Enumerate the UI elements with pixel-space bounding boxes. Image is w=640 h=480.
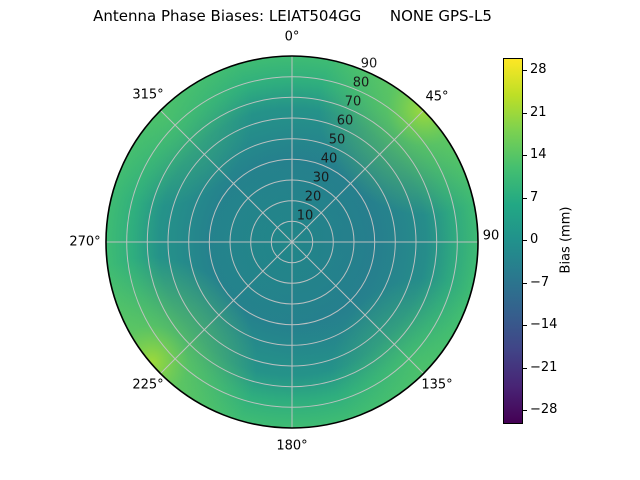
polar-spine bbox=[105, 55, 479, 429]
colorbar-tick-mark bbox=[523, 155, 527, 157]
colorbar-tick-mark bbox=[523, 325, 527, 327]
colorbar-tick-0: 0 bbox=[530, 232, 539, 248]
colorbar-tick-mark bbox=[523, 240, 527, 242]
page-title: Antenna Phase Biases: LEIAT504GG NONE GP… bbox=[93, 7, 492, 25]
colorbar-tick-mark bbox=[523, 70, 527, 72]
angle-label-315: 315° bbox=[132, 87, 164, 103]
colorbar-tick-m28: −28 bbox=[530, 402, 558, 418]
colorbar-tick-mark bbox=[523, 198, 527, 200]
colorbar-tick-mark bbox=[523, 368, 527, 370]
angle-label-270: 270° bbox=[69, 234, 101, 250]
colorbar-tick-m21: −21 bbox=[530, 360, 558, 376]
radial-label-10: 10 bbox=[296, 208, 314, 224]
radial-label-60: 60 bbox=[336, 113, 354, 129]
angle-label-90: 90 bbox=[482, 228, 500, 244]
colorbar-axis-label: Bias (mm) bbox=[558, 206, 574, 274]
radial-label-70: 70 bbox=[344, 94, 362, 110]
angle-label-180: 180° bbox=[276, 438, 308, 454]
angle-label-0: 0° bbox=[284, 29, 300, 45]
radial-label-20: 20 bbox=[304, 189, 322, 205]
colorbar bbox=[503, 58, 523, 424]
radial-label-50: 50 bbox=[328, 132, 346, 148]
colorbar-tick-m14: −14 bbox=[530, 317, 558, 333]
colorbar-tick-mark bbox=[523, 283, 527, 285]
angle-label-135: 135° bbox=[421, 377, 453, 393]
colorbar-tick-21: 21 bbox=[530, 105, 547, 121]
colorbar-tick-m7: −7 bbox=[530, 275, 550, 291]
angle-label-225: 225° bbox=[132, 377, 164, 393]
colorbar-tick-mark bbox=[523, 113, 527, 115]
colorbar-tick-14: 14 bbox=[530, 147, 547, 163]
polar-grid bbox=[106, 56, 478, 428]
radial-label-40: 40 bbox=[320, 151, 338, 167]
radial-label-30: 30 bbox=[312, 170, 330, 186]
radial-label-90: 90 bbox=[360, 56, 378, 72]
radial-label-80: 80 bbox=[352, 75, 370, 91]
colorbar-tick-7: 7 bbox=[530, 190, 539, 206]
angle-label-45: 45° bbox=[425, 89, 449, 105]
colorbar-tick-mark bbox=[523, 410, 527, 412]
colorbar-tick-28: 28 bbox=[530, 62, 547, 78]
